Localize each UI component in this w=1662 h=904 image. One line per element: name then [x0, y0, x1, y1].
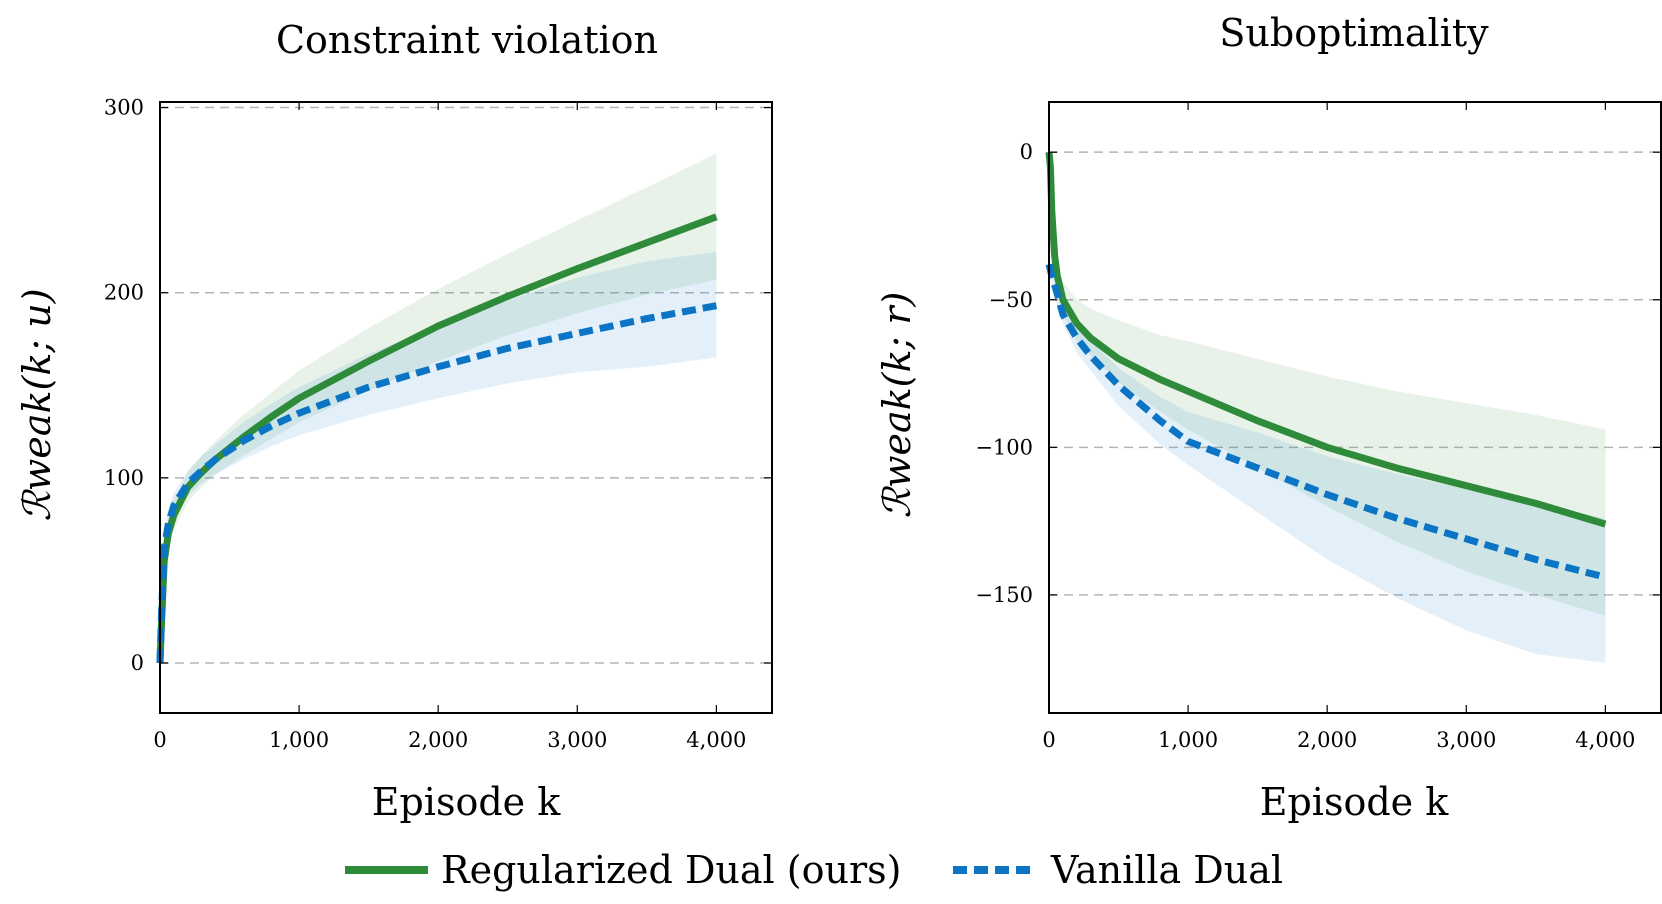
bands-group — [1049, 152, 1606, 663]
series-band — [1049, 152, 1606, 616]
series-band — [1049, 258, 1606, 663]
x-axis-label: Episode k — [1260, 780, 1449, 824]
x-tick-label: 3,000 — [547, 728, 607, 752]
x-axis-label: Episode k — [372, 780, 561, 824]
series-band — [160, 153, 717, 664]
y-axis-label: ℛweak(k; u) — [15, 288, 59, 521]
y-grid-group — [160, 106, 772, 664]
y-tick-label: 100 — [104, 466, 144, 490]
x-tick-label: 1,000 — [269, 728, 329, 752]
legend-label-regularized: Regularized Dual (ours) — [441, 848, 901, 892]
lines-group — [1045, 151, 1607, 581]
chart-panel-constraint: Constraint violation 0 1,000 2,000 3,000 4,0… — [15, 18, 773, 824]
chart-title: Suboptimality — [1219, 11, 1489, 55]
series-band — [160, 252, 717, 663]
x-tick-label: 1,000 — [1158, 728, 1218, 752]
y-tick-label: −100 — [975, 435, 1033, 459]
x-ticks-group: 0 1,000 2,000 3,000 4,000 — [153, 102, 746, 752]
y-tick-label: 300 — [104, 96, 144, 120]
series-line — [156, 302, 718, 664]
y-ticks-group: 0 100 200 300 — [104, 96, 772, 675]
chart-panel-suboptimality: Suboptimality 0 1,000 2,000 3,000 4,000 0 −50… — [875, 11, 1662, 824]
x-ticks-group: 0 1,000 2,000 3,000 4,000 — [1042, 102, 1635, 752]
y-tick-label: 0 — [1020, 140, 1033, 164]
lines-group — [156, 213, 718, 664]
x-tick-label: 2,000 — [1297, 728, 1357, 752]
y-ticks-group: 0 −50 −100 −150 — [975, 140, 1661, 607]
y-tick-label: −150 — [975, 583, 1033, 607]
x-tick-label: 4,000 — [686, 728, 746, 752]
y-tick-label: 0 — [131, 651, 144, 675]
y-grid-group — [1049, 151, 1661, 596]
x-tick-label: 4,000 — [1575, 728, 1635, 752]
series-line — [1045, 151, 1607, 528]
y-tick-label: −50 — [989, 288, 1033, 312]
legend-label-vanilla: Vanilla Dual — [1050, 848, 1283, 892]
y-tick-label: 200 — [104, 281, 144, 305]
chart-title: Constraint violation — [276, 18, 658, 62]
x-tick-label: 0 — [153, 728, 166, 752]
x-tick-label: 2,000 — [408, 728, 468, 752]
legend: Regularized Dual (ours) Vanilla Dual — [345, 848, 1283, 892]
plot-frame — [159, 101, 773, 714]
x-tick-label: 3,000 — [1436, 728, 1496, 752]
plot-frame — [1048, 101, 1662, 714]
y-axis-label: ℛweak(k; r) — [875, 292, 919, 519]
x-tick-label: 0 — [1042, 728, 1055, 752]
bands-group — [160, 153, 717, 664]
